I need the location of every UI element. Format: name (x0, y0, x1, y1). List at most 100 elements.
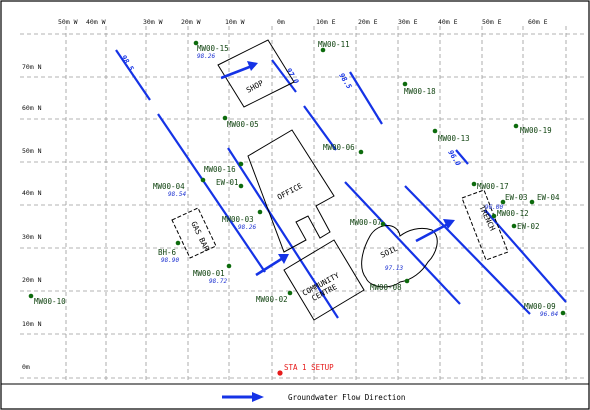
community-centre-building (283, 239, 365, 321)
well-label: MW00-19 (520, 126, 552, 135)
y-tick-label: 20m N (22, 276, 42, 284)
well-label: MW00-04 (153, 182, 185, 191)
well-point[interactable] (432, 128, 438, 134)
well-label: MW00-01 (193, 269, 225, 278)
well-point[interactable] (491, 213, 497, 219)
y-axis-labels: 70m N 60m N 50m N 40m N 30m N 20m N 10m … (22, 63, 42, 371)
y-tick-label: 30m N (22, 233, 42, 241)
flow-arrow-head (247, 61, 258, 71)
contour-line (404, 185, 531, 315)
well-label: EW-01 (216, 178, 239, 187)
well-elevation: 98.54 (168, 191, 186, 198)
well-point[interactable] (529, 199, 535, 205)
survey-setup: STA 1 SETUP (277, 363, 334, 376)
contour-label: 98.5 (119, 54, 135, 73)
x-axis-labels: 50m W 40m W 30m W 20m W 10m W 0m 10m E 2… (58, 18, 548, 26)
community-centre-label: COMMUNITY CENTRE (301, 269, 349, 306)
x-tick-label: 30m W (143, 18, 163, 26)
well-point[interactable] (257, 209, 263, 215)
well-label: MW00-06 (323, 143, 355, 152)
well-label: MW00-02 (256, 295, 288, 304)
flow-arrows (220, 61, 455, 277)
contour-line (455, 149, 469, 165)
contour-line (344, 181, 461, 305)
well-label: EW-02 (517, 222, 540, 231)
soil-label: SOIL (379, 244, 400, 260)
gas-bar-label: GAS BAR (189, 220, 211, 253)
well-label: MW00-07 (350, 218, 382, 227)
x-tick-label: 40m W (86, 18, 106, 26)
well-point[interactable] (358, 149, 364, 155)
well-point[interactable] (175, 240, 181, 246)
well-elevation: 98.90 (161, 257, 179, 264)
x-tick-label: 60m E (528, 18, 548, 26)
well-point[interactable] (226, 263, 232, 269)
x-tick-label: 10m W (225, 18, 245, 26)
well-label: MW00-11 (318, 40, 350, 49)
shop-building (217, 39, 295, 108)
well-label: MW00-08 (370, 283, 402, 292)
contour-line (115, 49, 151, 101)
x-tick-label: 40m E (438, 18, 458, 26)
well-elevation: 98.26 (238, 224, 256, 231)
gas-bar-outline (171, 207, 217, 259)
well-label: BH-6 (158, 248, 177, 257)
well-label: MW00-12 (497, 209, 529, 218)
well-point[interactable] (320, 47, 326, 53)
contour-line (303, 105, 337, 151)
well-point[interactable] (511, 223, 517, 229)
well-label: MW00-10 (34, 297, 66, 306)
grid (20, 26, 586, 382)
x-tick-label: 0m (277, 18, 285, 26)
y-tick-label: 70m N (22, 63, 42, 71)
well-elevation: 96.00 (485, 204, 503, 211)
well-point[interactable] (193, 40, 199, 46)
office-label: OFFICE (276, 181, 305, 202)
well-label: EW-03 (505, 193, 528, 202)
contour-line (484, 209, 567, 303)
contour-line (227, 147, 339, 319)
well-label: MW00-03 (222, 215, 254, 224)
well-point[interactable] (404, 278, 410, 284)
well-label: MW00-18 (404, 87, 436, 96)
well-elevation: 96.04 (540, 311, 558, 318)
well-point[interactable] (402, 81, 408, 87)
setup-point[interactable] (277, 370, 283, 376)
setup-label: STA 1 SETUP (284, 363, 334, 372)
y-tick-label: 0m (22, 363, 30, 371)
wells: MW00-15 98.26 MW00-11 MW00-18 MW00-05 MW… (28, 40, 566, 318)
y-tick-label: 40m N (22, 189, 42, 197)
legend-arrow-head (252, 392, 264, 402)
well-point[interactable] (238, 161, 244, 167)
well-point[interactable] (238, 183, 244, 189)
well-point[interactable] (560, 310, 566, 316)
y-tick-label: 10m N (22, 320, 42, 328)
legend-label: Groundwater Flow Direction (288, 393, 405, 402)
contour-label: 96.0 (446, 149, 462, 168)
contour-line (157, 113, 266, 273)
well-elevation: 98.26 (197, 53, 215, 60)
well-label: MW00-09 (524, 302, 556, 311)
trench-outline (461, 189, 509, 261)
well-point[interactable] (500, 199, 506, 205)
x-tick-label: 20m E (358, 18, 378, 26)
soil-area-outline (361, 225, 438, 288)
legend: Groundwater Flow Direction (222, 392, 405, 402)
x-tick-label: 10m E (316, 18, 336, 26)
well-point[interactable] (513, 123, 519, 129)
well-point[interactable] (471, 181, 477, 187)
x-tick-label: 50m E (482, 18, 502, 26)
well-point[interactable] (200, 177, 206, 183)
well-point[interactable] (222, 115, 228, 121)
flow-arrow (415, 222, 449, 243)
well-point[interactable] (287, 290, 293, 296)
x-tick-label: 20m W (181, 18, 201, 26)
well-label: MW00-15 (197, 44, 229, 53)
flow-arrow (255, 256, 284, 277)
well-point[interactable] (28, 293, 34, 299)
well-label: EW-04 (537, 193, 560, 202)
x-tick-label: 50m W (58, 18, 78, 26)
flow-arrow-head (278, 254, 289, 264)
well-point[interactable] (380, 221, 386, 227)
